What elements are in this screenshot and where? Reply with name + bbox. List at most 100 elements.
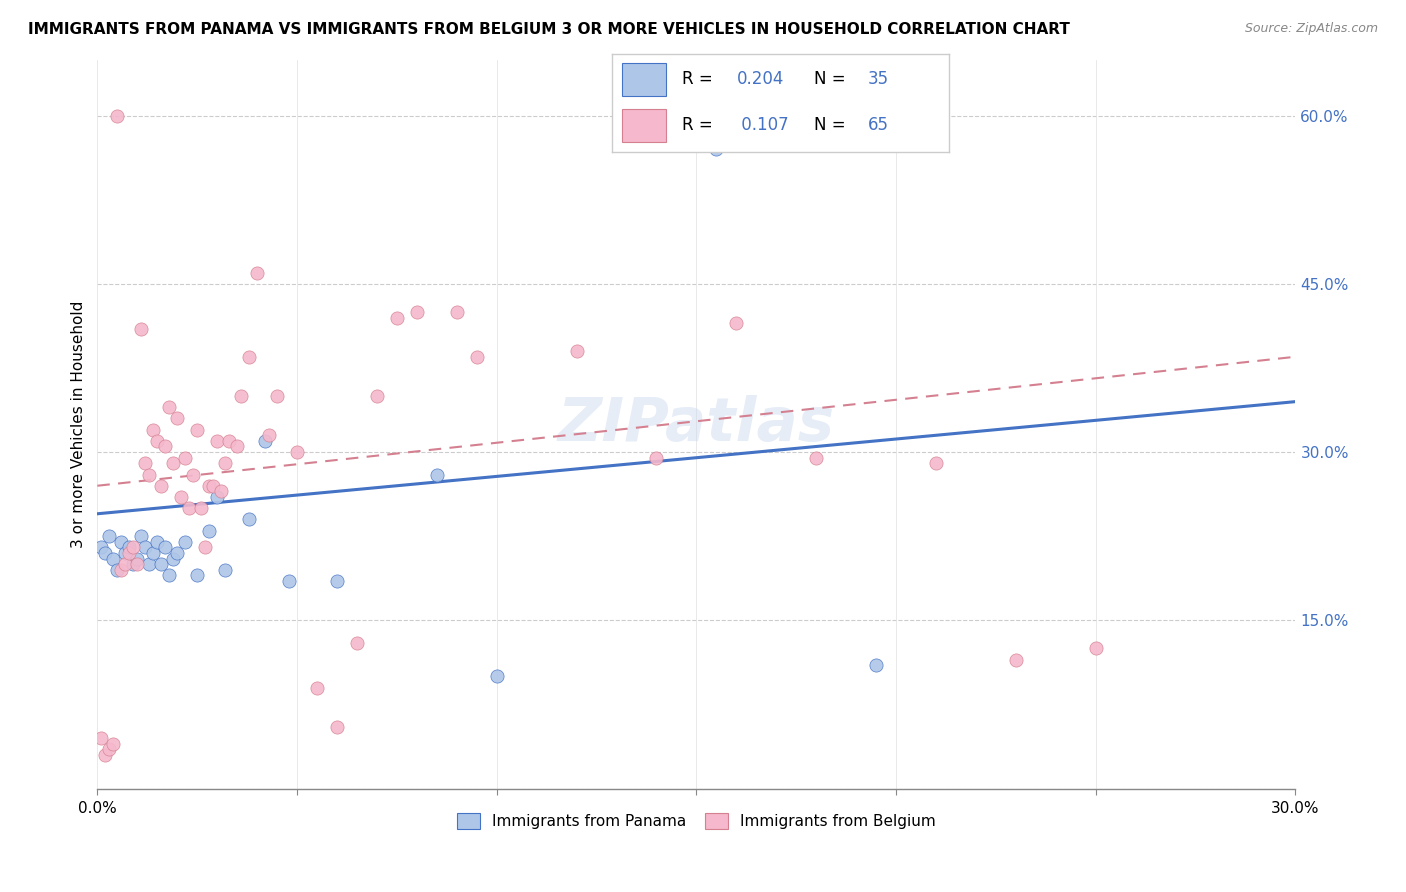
Text: 0.107: 0.107 [737,116,789,134]
Point [118,541,141,555]
Point [166,546,188,560]
Point [157,568,180,582]
Point [209,484,232,499]
Point [326,720,349,734]
Point [110,534,132,549]
Text: N =: N = [814,70,851,88]
Point [155,541,177,555]
Text: 35: 35 [868,70,889,88]
Point [190,501,212,516]
Point [565,344,588,359]
Point [94,546,117,560]
Text: R =: R = [682,116,718,134]
Point [127,558,149,572]
Point [238,512,260,526]
Point [146,434,169,448]
Point [129,529,152,543]
Point [1005,652,1028,666]
Point [465,350,488,364]
Point [218,434,240,448]
Point [385,310,408,325]
Legend: Immigrants from Panama, Immigrants from Belgium: Immigrants from Panama, Immigrants from … [451,807,942,836]
Point [202,479,225,493]
Point [129,322,152,336]
Point [214,456,236,470]
Point [162,456,184,470]
Point [205,434,228,448]
Point [174,534,197,549]
Text: 65: 65 [868,116,889,134]
Point [285,445,308,459]
Point [155,440,177,454]
Point [150,479,173,493]
Point [326,574,349,588]
Point [198,524,221,538]
Point [138,467,160,482]
Point [305,681,328,695]
Point [725,316,748,330]
Point [405,305,427,319]
Text: R =: R = [682,70,718,88]
Point [214,563,236,577]
Point [205,490,228,504]
Point [134,456,156,470]
Point [110,563,132,577]
Point [229,389,252,403]
FancyBboxPatch shape [621,110,665,142]
Point [706,142,728,156]
Point [174,450,197,465]
Point [162,551,184,566]
Point [366,389,388,403]
Point [346,636,368,650]
Point [170,490,193,504]
Text: IMMIGRANTS FROM PANAMA VS IMMIGRANTS FROM BELGIUM 3 OR MORE VEHICLES IN HOUSEHOL: IMMIGRANTS FROM PANAMA VS IMMIGRANTS FRO… [28,22,1070,37]
Y-axis label: 3 or more Vehicles in Household: 3 or more Vehicles in Household [72,301,86,548]
Point [114,558,136,572]
Point [1084,641,1107,656]
Point [426,467,449,482]
Point [146,534,169,549]
Point [254,434,277,448]
Point [925,456,948,470]
Point [150,558,173,572]
Point [103,551,125,566]
FancyBboxPatch shape [621,63,665,95]
Point [485,669,508,683]
Point [138,558,160,572]
Point [122,541,145,555]
Point [142,423,165,437]
Point [103,737,125,751]
Point [186,568,208,582]
Point [94,747,117,762]
Text: N =: N = [814,116,851,134]
Point [134,541,156,555]
Point [806,450,828,465]
Point [179,501,201,516]
Text: Source: ZipAtlas.com: Source: ZipAtlas.com [1244,22,1378,36]
Point [98,742,121,756]
Point [166,411,188,425]
Point [238,350,260,364]
Text: 0.204: 0.204 [737,70,783,88]
Point [98,529,121,543]
Point [90,731,112,745]
Point [142,546,165,560]
Text: ZIPatlas: ZIPatlas [558,394,835,453]
Point [90,541,112,555]
Point [645,450,668,465]
Point [186,423,208,437]
Point [246,266,269,280]
Point [865,658,887,673]
Point [105,563,128,577]
Point [446,305,468,319]
Point [114,546,136,560]
Point [266,389,288,403]
Point [127,551,149,566]
Point [181,467,204,482]
Point [198,479,221,493]
Point [226,440,249,454]
Point [194,541,217,555]
Point [278,574,301,588]
Point [118,546,141,560]
Point [157,401,180,415]
